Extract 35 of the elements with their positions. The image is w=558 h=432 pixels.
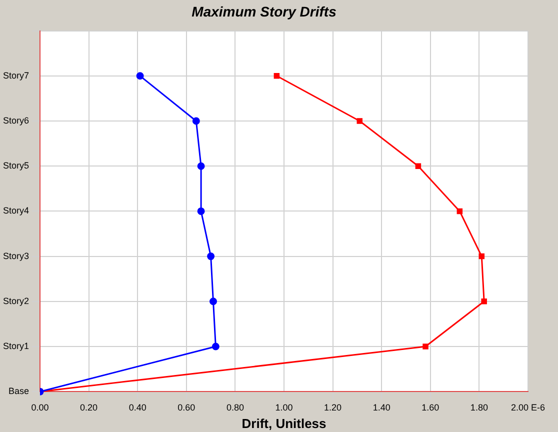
point	[209, 298, 217, 306]
chart-title: Maximum Story Drifts	[192, 3, 337, 20]
point	[192, 117, 200, 125]
y-tick-label: Story1	[2, 340, 30, 351]
y-tick-label: Story4	[2, 206, 30, 216]
x-tick-label: 1.40	[372, 402, 390, 412]
x-tick-label: 2.00 E-6	[510, 402, 546, 412]
x-tick-label: 1.60	[422, 402, 440, 412]
y-tick-label: Story7	[2, 70, 30, 80]
point	[274, 73, 280, 79]
x-tick-label: 0.20	[80, 402, 98, 412]
point	[197, 162, 205, 170]
x-tick-label: 1.00	[275, 402, 293, 412]
x-tick-label: 0.00	[31, 402, 49, 412]
y-tick-label: Base	[8, 386, 30, 396]
y-tick-label: Story3	[2, 250, 30, 261]
point	[207, 252, 215, 260]
x-tick-label: 0.60	[178, 402, 196, 412]
point	[481, 298, 487, 304]
point	[422, 344, 428, 350]
x-tick-label: 1.80	[470, 402, 488, 412]
x-tick-label: 0.80	[226, 402, 244, 412]
y-tick-label: Story6	[2, 115, 30, 126]
point	[197, 207, 205, 215]
point	[212, 342, 220, 350]
x-axis-title: Drift, Unitless	[242, 416, 326, 431]
point	[456, 208, 463, 214]
x-tick-label: 0.40	[128, 402, 146, 412]
point	[478, 253, 485, 260]
x-tick-label: 1.20	[324, 402, 342, 412]
y-tick-label: Story5	[2, 160, 30, 171]
point	[415, 163, 422, 169]
point	[356, 118, 363, 124]
y-tick-label: Story2	[2, 296, 30, 306]
point	[136, 72, 144, 80]
